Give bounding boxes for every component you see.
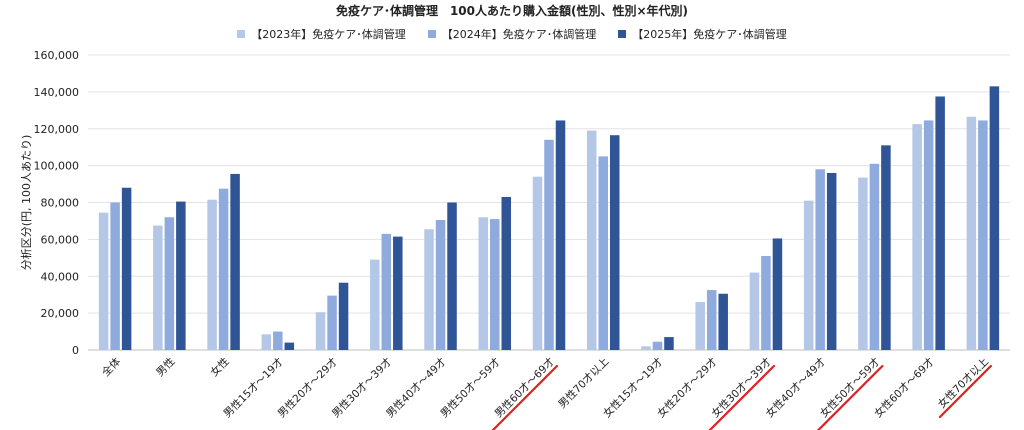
legend-swatch-2025	[618, 30, 627, 38]
y-tick-label: 140,000	[34, 86, 80, 99]
bar-2024-7	[490, 219, 500, 350]
bar-2023-10	[641, 346, 651, 350]
y-tick-label: 0	[72, 344, 79, 357]
bar-2023-14	[858, 177, 868, 350]
y-tick-label: 80,000	[41, 197, 80, 210]
bar-2024-2	[218, 188, 229, 350]
bar-2023-16	[966, 116, 977, 350]
bar-2024-13	[815, 169, 825, 350]
y-axis-label: 分析区分(円, 100人あたり)	[19, 135, 33, 271]
bar-2024-11	[706, 290, 717, 350]
highlight-underline	[816, 364, 884, 430]
highlight-underline	[491, 364, 559, 430]
bar-2025-0	[121, 187, 132, 350]
bar-2024-9	[598, 156, 608, 350]
legend: 【2023年】免疫ケア･体調管理 【2024年】免疫ケア･体調管理 【2025年…	[0, 26, 1024, 42]
bar-2025-15	[935, 96, 945, 350]
bar-2025-10	[664, 337, 674, 350]
bar-2025-12	[772, 238, 783, 350]
legend-label-2024: 【2024年】免疫ケア･体調管理	[441, 28, 597, 41]
highlight-underline	[938, 364, 992, 419]
y-tick-label: 60,000	[41, 233, 80, 246]
bar-2024-6	[435, 220, 446, 350]
bar-2023-8	[532, 176, 543, 350]
bar-2025-3	[284, 342, 295, 350]
bar-2023-1	[153, 225, 163, 350]
chart-title: 免疫ケア･体調管理 100人あたり購入金額(性別、性別×年代別)	[335, 4, 689, 18]
bar-2025-16	[989, 86, 1000, 350]
legend-swatch-2023	[237, 30, 246, 38]
bar-2024-5	[381, 233, 392, 350]
bar-2025-13	[826, 173, 837, 350]
bar-2025-9	[609, 135, 620, 350]
bar-2024-8	[544, 139, 554, 350]
x-axis-labels: 全体 男性 女性男性15才～19才男性20才～29才男性30才～39才男性40才～4…	[99, 355, 991, 421]
bar-2024-12	[761, 255, 771, 350]
bar-2025-14	[881, 145, 891, 350]
legend-item-2023: 【2023年】免疫ケア･体調管理	[237, 26, 406, 42]
bar-2023-7	[478, 217, 489, 350]
highlight-underline	[708, 364, 776, 430]
bar-2025-6	[447, 202, 457, 350]
bar-2023-5	[370, 259, 380, 350]
legend-label-2025: 【2025年】免疫ケア･体調管理	[632, 28, 787, 41]
bar-2023-3	[261, 334, 272, 350]
y-tick-label: 20,000	[41, 307, 80, 320]
legend-item-2025: 【2025年】免疫ケア･体調管理	[618, 26, 787, 42]
bar-2023-6	[424, 229, 434, 350]
x-tick-label: 女性	[208, 355, 232, 379]
bar-2023-15	[912, 124, 922, 350]
bar-2024-14	[869, 163, 880, 350]
y-axis-ticks: 0 20,000 40,000 60,000 80,000 100,000 120,000 1…	[34, 49, 80, 357]
x-tick-label: 男性70才以上	[556, 355, 612, 411]
bar-2023-2	[207, 199, 217, 350]
bar-2025-4	[338, 282, 349, 350]
bar-2024-0	[110, 202, 120, 350]
legend-swatch-2024	[427, 30, 436, 38]
y-tick-label: 40,000	[41, 270, 80, 283]
bar-2025-5	[393, 236, 403, 350]
legend-label-2023: 【2023年】免疫ケア･体調管理	[251, 28, 406, 41]
bar-2024-10	[652, 341, 663, 350]
y-tick-label: 160,000	[34, 49, 80, 62]
bar-2024-15	[923, 120, 934, 350]
bar-2025-1	[176, 201, 186, 350]
y-tick-label: 100,000	[34, 160, 80, 173]
bar-2024-4	[327, 295, 337, 350]
bar-2023-9	[586, 130, 597, 350]
x-tick-label: 男性	[153, 355, 177, 379]
y-tick-label: 120,000	[34, 123, 80, 136]
x-tick-label: 女性70才以上	[935, 355, 991, 411]
bars	[98, 86, 1000, 350]
bar-2023-11	[695, 302, 705, 350]
bar-2024-3	[273, 331, 283, 350]
bar-2023-4	[315, 312, 326, 350]
legend-item-2024: 【2024年】免疫ケア･体調管理	[427, 26, 597, 42]
bar-2024-1	[164, 217, 175, 350]
bar-2025-11	[718, 293, 728, 350]
bar-2025-2	[230, 173, 240, 350]
bar-2023-0	[98, 212, 109, 350]
bar-2023-13	[803, 200, 814, 350]
bar-2025-7	[501, 196, 512, 350]
bar-2023-12	[749, 272, 760, 350]
bar-2024-16	[978, 120, 988, 350]
x-tick-label: 全体	[99, 355, 123, 379]
bar-2025-8	[555, 120, 566, 350]
highlight-underlines	[491, 364, 992, 430]
